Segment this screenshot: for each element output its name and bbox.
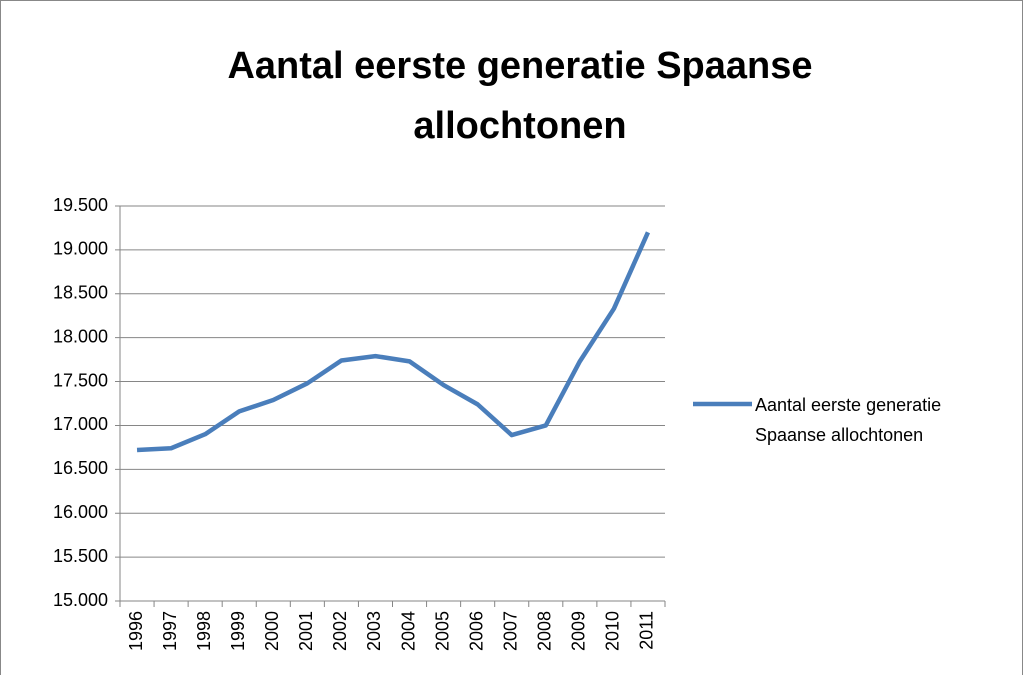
x-tick-label: 2001 [296,611,316,651]
y-tick-label: 15.000 [53,590,108,610]
y-tick-label: 17.500 [53,370,108,390]
y-tick-label: 15.500 [53,546,108,566]
y-tick-label: 17.000 [53,414,108,434]
x-tick-label: 2009 [569,611,589,651]
y-tick-label: 19.000 [53,239,108,259]
x-tick-label: 2000 [262,611,282,651]
x-tick-label: 1998 [194,611,214,651]
data-line [136,231,651,453]
x-tick-label: 2010 [603,611,623,651]
chart-title: Aantal eerste generatie Spaanse allochto… [227,45,813,147]
x-tick-label: 2005 [432,611,452,651]
x-tick-label: 2002 [330,611,350,651]
x-tick-label: 2004 [398,611,418,651]
x-tick-label: 2011 [637,611,657,650]
x-tick-label: 2008 [535,611,555,651]
y-tick-label: 18.000 [53,326,108,346]
y-tick-label: 16.000 [53,502,108,522]
y-tick-label: 18.500 [53,283,108,303]
y-tick-label: 16.500 [53,458,108,478]
x-tick-label: 2007 [500,611,520,651]
x-tick-label: 1999 [228,611,248,651]
y-tick-label: 19.500 [53,195,108,215]
x-tick-label: 1997 [160,611,180,651]
x-tick-label: 1996 [126,611,146,651]
x-tick-label: 2006 [466,611,486,651]
legend-label: Aantal eerste generatie Spaanse allochto… [755,395,942,445]
x-tick-label: 2003 [364,611,384,651]
